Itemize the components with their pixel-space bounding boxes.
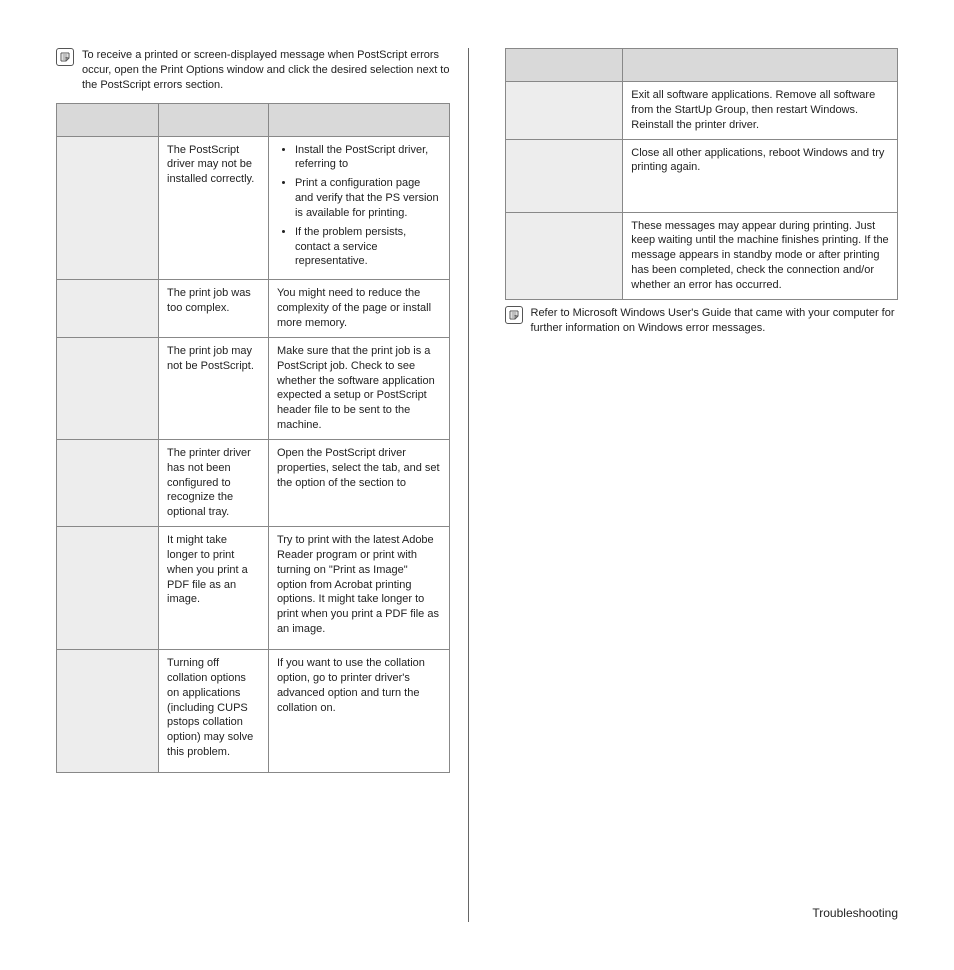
solution-list: Install the PostScript driver, referring…	[277, 143, 441, 270]
cause-cell: The print job was too complex.	[159, 280, 269, 338]
table-row: The print job was too complex. You might…	[57, 280, 450, 338]
solution-item: If the problem persists, contact a servi…	[295, 225, 441, 270]
solution-cell: Exit all software applications. Remove a…	[623, 82, 898, 140]
cause-cell: It might take longer to print when you p…	[159, 527, 269, 650]
table-header-row	[57, 103, 450, 136]
col-problem	[57, 103, 159, 136]
cause-cell: The PostScript driver may not be install…	[159, 136, 269, 280]
note-icon	[56, 48, 74, 66]
problem-cell	[505, 212, 623, 299]
cause-cell: The print job may not be PostScript.	[159, 337, 269, 439]
left-column: To receive a printed or screen-displayed…	[56, 48, 469, 922]
problem-cell	[505, 82, 623, 140]
problem-cell	[57, 527, 159, 650]
problem-cell	[57, 280, 159, 338]
note-icon	[505, 306, 523, 324]
col-solution	[623, 49, 898, 82]
table-row: These messages may appear during printin…	[505, 212, 898, 299]
col-cause	[159, 103, 269, 136]
table-row: It might take longer to print when you p…	[57, 527, 450, 650]
col-problem	[505, 49, 623, 82]
solution-cell: Open the PostScript driver properties, s…	[268, 439, 449, 526]
solution-cell: If you want to use the collation option,…	[268, 650, 449, 773]
solution-cell: Close all other applications, reboot Win…	[623, 139, 898, 212]
solution-item: Print a configuration page and verify th…	[295, 176, 441, 221]
solution-cell: Install the PostScript driver, referring…	[268, 136, 449, 280]
cause-cell: Turning off collation options on applica…	[159, 650, 269, 773]
problem-cell	[57, 337, 159, 439]
table-row: The PostScript driver may not be install…	[57, 136, 450, 280]
table-header-row	[505, 49, 898, 82]
solution-cell: Make sure that the print job is a PostSc…	[268, 337, 449, 439]
table-row: Exit all software applications. Remove a…	[505, 82, 898, 140]
cause-cell: The printer driver has not been configur…	[159, 439, 269, 526]
solution-cell: You might need to reduce the complexity …	[268, 280, 449, 338]
windows-note-text: Refer to Microsoft Windows User's Guide …	[531, 306, 899, 336]
windows-note: Refer to Microsoft Windows User's Guide …	[505, 306, 899, 336]
problem-cell	[57, 439, 159, 526]
right-column: Exit all software applications. Remove a…	[505, 48, 899, 922]
table-row: The printer driver has not been configur…	[57, 439, 450, 526]
windows-troubleshooting-table: Exit all software applications. Remove a…	[505, 48, 899, 300]
table-row: The print job may not be PostScript. Mak…	[57, 337, 450, 439]
solution-cell: These messages may appear during printin…	[623, 212, 898, 299]
solution-item: Install the PostScript driver, referring…	[295, 143, 441, 173]
table-row: Close all other applications, reboot Win…	[505, 139, 898, 212]
table-row: Turning off collation options on applica…	[57, 650, 450, 773]
col-solution	[268, 103, 449, 136]
two-column-layout: To receive a printed or screen-displayed…	[56, 48, 898, 922]
problem-cell	[505, 139, 623, 212]
page-footer: Troubleshooting	[505, 905, 899, 921]
problem-cell	[57, 650, 159, 773]
problem-cell	[57, 136, 159, 280]
postscript-troubleshooting-table: The PostScript driver may not be install…	[56, 103, 450, 774]
solution-cell: Try to print with the latest Adobe Reade…	[268, 527, 449, 650]
postscript-note-text: To receive a printed or screen-displayed…	[82, 48, 450, 93]
postscript-note: To receive a printed or screen-displayed…	[56, 48, 450, 93]
